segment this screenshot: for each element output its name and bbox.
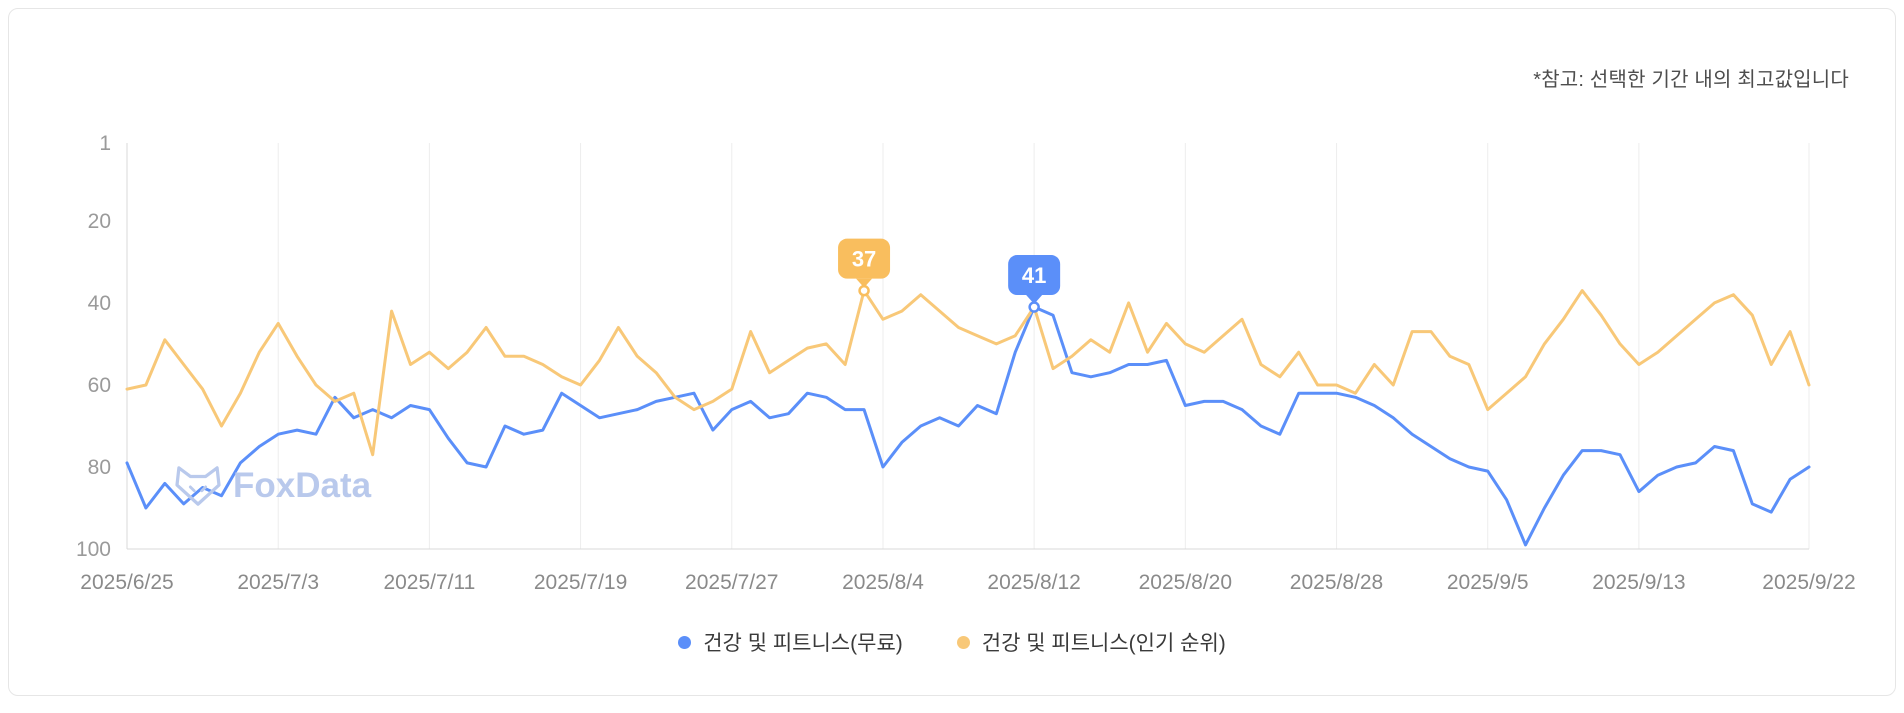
chart-legend: 건강 및 피트니스(무료) 건강 및 피트니스(인기 순위) (9, 627, 1895, 657)
x-tick-label: 2025/7/27 (685, 571, 778, 594)
tooltip-badge-label: 37 (852, 247, 876, 272)
legend-item-free[interactable]: 건강 및 피트니스(무료) (678, 627, 903, 657)
x-tick-label: 2025/8/4 (842, 571, 924, 594)
x-tick-label: 2025/7/19 (534, 571, 627, 594)
y-tick-label: 100 (76, 538, 111, 561)
foxdata-watermark: FoxData (175, 465, 371, 507)
tooltip-pointer (856, 279, 872, 288)
y-tick-label: 80 (88, 456, 111, 479)
foxdata-logo-icon (175, 465, 221, 507)
y-tick-label: 40 (88, 292, 111, 315)
y-tick-label: 20 (88, 210, 111, 233)
legend-item-popularity[interactable]: 건강 및 피트니스(인기 순위) (957, 627, 1226, 657)
x-tick-label: 2025/8/12 (987, 571, 1080, 594)
x-tick-label: 2025/8/20 (1139, 571, 1232, 594)
x-tick-label: 2025/7/3 (237, 571, 319, 594)
y-tick-label: 60 (88, 374, 111, 397)
tooltip-badge-label: 41 (1022, 263, 1046, 288)
x-tick-label: 2025/9/5 (1447, 571, 1529, 594)
series-line-1 (127, 291, 1809, 455)
x-tick-label: 2025/7/11 (383, 571, 475, 594)
legend-label-popularity: 건강 및 피트니스(인기 순위) (982, 627, 1226, 657)
series-line-0 (127, 307, 1809, 545)
legend-dot-orange-icon (957, 636, 970, 649)
y-tick-label: 1 (99, 132, 111, 155)
x-tick-label: 2025/9/22 (1762, 571, 1855, 594)
foxdata-logo-text: FoxData (233, 466, 371, 506)
x-tick-label: 2025/9/13 (1592, 571, 1685, 594)
legend-label-free: 건강 및 피트니스(무료) (703, 627, 903, 657)
rank-trend-chart: 1 20 40 60 80 100 2025/6/25 2025/7/3 2025/7/11 20… (9, 9, 1904, 713)
legend-dot-blue-icon (678, 636, 691, 649)
x-tick-label: 2025/6/25 (80, 571, 173, 594)
tooltip-pointer (1026, 295, 1042, 304)
x-tick-label: 2025/8/28 (1290, 571, 1383, 594)
